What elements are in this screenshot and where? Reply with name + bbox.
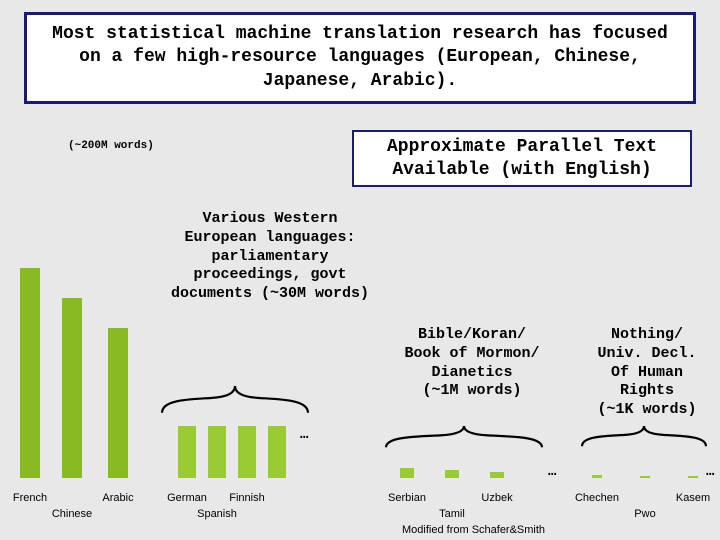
label-chechen: Chechen — [574, 492, 620, 504]
annotation-religious: Bible/Koran/ Book of Mormon/ Dianetics (… — [382, 326, 562, 401]
label-chinese: Chinese — [44, 508, 100, 520]
brace-2 — [580, 424, 708, 453]
bar-tamil — [445, 470, 459, 478]
bar-chechen — [592, 475, 602, 478]
bar-kasem — [688, 476, 698, 478]
bar-chinese — [62, 298, 82, 478]
subtitle-text: Approximate Parallel Text Available (wit… — [387, 137, 657, 180]
label-pwo: Pwo — [622, 508, 668, 520]
title-box: Most statistical machine translation res… — [24, 12, 696, 104]
label-finnish: Finnish — [220, 492, 274, 504]
brace-0 — [160, 384, 310, 420]
label-german: German — [160, 492, 214, 504]
chart-area: (~200M words) Approximate Parallel Text … — [0, 130, 720, 540]
bar-finnish — [238, 426, 256, 478]
footer-credit: Modified from Schafer&Smith — [402, 524, 545, 536]
bar-pwo — [640, 476, 650, 478]
label-uzbek: Uzbek — [472, 492, 522, 504]
label-tamil: Tamil — [427, 508, 477, 520]
label-spanish: Spanish — [190, 508, 244, 520]
ellipsis-2: … — [706, 464, 714, 480]
bar-spanish — [208, 426, 226, 478]
annotation-western: Various Western European languages: parl… — [170, 210, 370, 304]
bar-arabic — [108, 328, 128, 478]
bar-french — [20, 268, 40, 478]
title-text: Most statistical machine translation res… — [52, 24, 668, 91]
annotation-rights: Nothing/ Univ. Decl. Of Human Rights (~1… — [582, 326, 712, 420]
label-french: French — [2, 492, 58, 504]
subtitle-box: Approximate Parallel Text Available (wit… — [352, 130, 692, 187]
top-note: (~200M words) — [68, 140, 154, 152]
bar-idx6 — [268, 426, 286, 478]
label-arabic: Arabic — [90, 492, 146, 504]
label-serbian: Serbian — [382, 492, 432, 504]
label-kasem: Kasem — [670, 492, 716, 504]
bar-serbian — [400, 468, 414, 478]
bar-uzbek — [490, 472, 504, 478]
bar-german — [178, 426, 196, 478]
brace-1 — [384, 424, 544, 454]
ellipsis-1: … — [548, 464, 556, 480]
ellipsis-0: … — [300, 427, 308, 443]
